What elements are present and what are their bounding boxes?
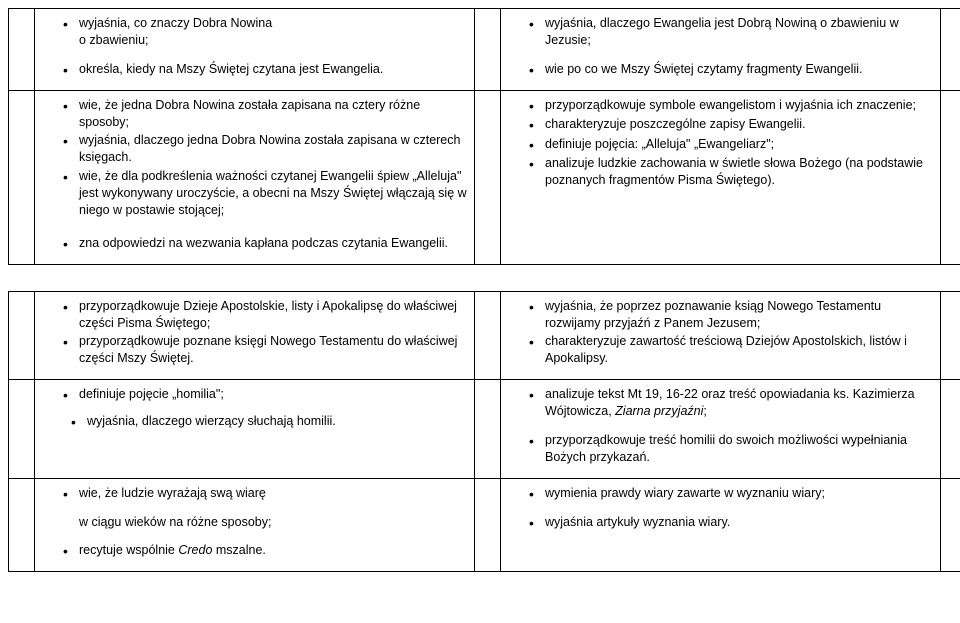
content-cell-left: definiuje pojęcie „homilia"; wyjaśnia, d… xyxy=(35,380,475,479)
content-cell-left: wyjaśnia, co znaczy Dobra Nowina o zbawi… xyxy=(35,9,475,91)
spacer-cell xyxy=(941,9,960,91)
spacer-cell xyxy=(475,478,501,572)
list-item: wie po co we Mszy Świętej czytamy fragme… xyxy=(529,61,934,78)
table-row: wie, że ludzie wyrażają swą wiarę w ciąg… xyxy=(9,478,960,572)
content-cell-right: wymienia prawdy wiary zawarte w wyznaniu… xyxy=(501,478,941,572)
list-item: przyporządkowuje treść homilii do swoich… xyxy=(529,432,934,466)
document-table-2: przyporządkowuje Dzieje Apostolskie, lis… xyxy=(8,291,960,573)
content-cell-right: przyporządkowuje symbole ewangelistom i … xyxy=(501,90,941,264)
list-item: przyporządkowuje symbole ewangelistom i … xyxy=(529,97,934,114)
table-row: wyjaśnia, co znaczy Dobra Nowina o zbawi… xyxy=(9,9,960,91)
list-item: wymienia prawdy wiary zawarte w wyznaniu… xyxy=(529,485,934,502)
spacer-cell xyxy=(941,478,960,572)
spacer-cell xyxy=(9,9,35,91)
spacer-cell xyxy=(475,9,501,91)
list-item: wyjaśnia, dlaczego jedna Dobra Nowina zo… xyxy=(63,132,468,166)
list-item: wyjaśnia, dlaczego Ewangelia jest Dobrą … xyxy=(529,15,934,49)
list-item: definiuje pojęcie „homilia"; xyxy=(63,386,468,403)
table-row: definiuje pojęcie „homilia"; wyjaśnia, d… xyxy=(9,380,960,479)
table-row: wie, że jedna Dobra Nowina została zapis… xyxy=(9,90,960,264)
list-item: recytuje wspólnie Credo mszalne. xyxy=(63,542,468,559)
list-item: wie, że dla podkreślenia ważności czytan… xyxy=(63,168,468,219)
content-cell-left: wie, że ludzie wyrażają swą wiarę w ciąg… xyxy=(35,478,475,572)
list-item: przyporządkowuje Dzieje Apostolskie, lis… xyxy=(63,298,468,332)
list-item: wyjaśnia artykuły wyznania wiary. xyxy=(529,514,934,531)
spacer-cell xyxy=(9,478,35,572)
list-item: wyjaśnia, że poprzez poznawanie ksiąg No… xyxy=(529,298,934,332)
list-item: analizuje ludzkie zachowania w świetle s… xyxy=(529,155,934,189)
list-item-cont: o zbawieniu; xyxy=(79,32,468,49)
list-item: wie, że jedna Dobra Nowina została zapis… xyxy=(63,97,468,131)
list-item: charakteryzuje poszczególne zapisy Ewang… xyxy=(529,116,934,133)
spacer-cell xyxy=(9,291,35,380)
spacer-cell xyxy=(941,291,960,380)
list-item: analizuje tekst Mt 19, 16-22 oraz treść … xyxy=(529,386,934,420)
spacer-cell xyxy=(941,380,960,479)
content-cell-right: wyjaśnia, że poprzez poznawanie ksiąg No… xyxy=(501,291,941,380)
list-item-cont: w ciągu wieków na różne sposoby; xyxy=(41,514,468,531)
spacer-cell xyxy=(9,90,35,264)
list-item: przyporządkowuje poznane księgi Nowego T… xyxy=(63,333,468,367)
list-item: wie, że ludzie wyrażają swą wiarę xyxy=(63,485,468,502)
spacer-cell xyxy=(941,90,960,264)
spacer-cell xyxy=(9,380,35,479)
table-row: przyporządkowuje Dzieje Apostolskie, lis… xyxy=(9,291,960,380)
content-cell-right: wyjaśnia, dlaczego Ewangelia jest Dobrą … xyxy=(501,9,941,91)
list-item: określa, kiedy na Mszy Świętej czytana j… xyxy=(63,61,468,78)
content-cell-left: wie, że jedna Dobra Nowina została zapis… xyxy=(35,90,475,264)
list-item: charakteryzuje zawartość treściową Dziej… xyxy=(529,333,934,367)
spacer-cell xyxy=(475,380,501,479)
list-item: definiuje pojęcia: „Alleluja" „Ewangelia… xyxy=(529,136,934,153)
content-cell-left: przyporządkowuje Dzieje Apostolskie, lis… xyxy=(35,291,475,380)
spacer-cell xyxy=(475,90,501,264)
list-item: zna odpowiedzi na wezwania kapłana podcz… xyxy=(63,235,468,252)
list-item: wyjaśnia, co znaczy Dobra Nowina o zbawi… xyxy=(63,15,468,49)
document-table-1: wyjaśnia, co znaczy Dobra Nowina o zbawi… xyxy=(8,8,960,265)
content-cell-right: analizuje tekst Mt 19, 16-22 oraz treść … xyxy=(501,380,941,479)
spacer-cell xyxy=(475,291,501,380)
list-item: wyjaśnia, dlaczego wierzący słuchają hom… xyxy=(71,413,468,430)
